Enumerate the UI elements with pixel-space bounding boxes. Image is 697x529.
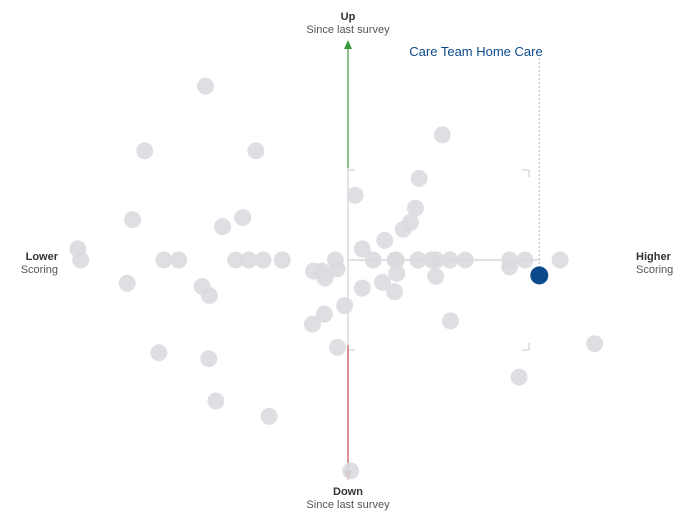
corner-bracket-top-left bbox=[347, 169, 355, 177]
scatter-point[interactable] bbox=[501, 258, 519, 276]
scatter-point[interactable] bbox=[386, 283, 404, 301]
scatter-point[interactable] bbox=[240, 251, 258, 269]
scatter-point[interactable] bbox=[234, 209, 252, 227]
down-sublabel: Since last survey bbox=[306, 499, 390, 511]
scatter-point[interactable] bbox=[72, 251, 90, 269]
scatter-point[interactable] bbox=[586, 335, 604, 353]
scatter-point[interactable] bbox=[364, 251, 382, 269]
scatter-point[interactable] bbox=[328, 260, 346, 278]
scatter-point[interactable] bbox=[227, 251, 245, 269]
scatter-point[interactable] bbox=[336, 297, 354, 315]
scatter-point[interactable] bbox=[410, 169, 428, 187]
down-label: Down bbox=[333, 486, 363, 498]
scatter-point[interactable] bbox=[170, 251, 188, 269]
highlight-point[interactable] bbox=[530, 266, 549, 285]
scatter-point[interactable] bbox=[394, 220, 412, 238]
scatter-point[interactable] bbox=[516, 251, 534, 269]
scatter-point[interactable] bbox=[376, 231, 394, 249]
scatter-point[interactable] bbox=[200, 287, 218, 304]
scatter-point[interactable] bbox=[118, 274, 136, 292]
scatter-point[interactable] bbox=[315, 305, 333, 323]
lower-sublabel: Scoring bbox=[21, 264, 58, 276]
scatter-point[interactable] bbox=[247, 142, 265, 160]
scatter-point[interactable] bbox=[353, 240, 371, 258]
scatter-point[interactable] bbox=[441, 251, 459, 269]
scatter-point[interactable] bbox=[551, 251, 569, 269]
scatter-point[interactable] bbox=[353, 279, 371, 297]
up-sublabel: Since last survey bbox=[306, 24, 390, 36]
higher-sublabel: Scoring bbox=[636, 264, 673, 276]
corner-bracket-bottom-right bbox=[522, 343, 530, 351]
scatter-point[interactable] bbox=[124, 211, 142, 229]
scatter-point[interactable] bbox=[442, 312, 459, 330]
scatter-point[interactable] bbox=[254, 251, 272, 269]
highlight-label: Care Team Home Care bbox=[409, 44, 542, 59]
scatter-point[interactable] bbox=[260, 407, 278, 425]
scatter-point[interactable] bbox=[329, 338, 347, 356]
scatter-point[interactable] bbox=[150, 344, 168, 362]
corner-bracket-top-right bbox=[522, 169, 530, 177]
scatter-points bbox=[69, 77, 604, 480]
corner-bracket-bottom-left bbox=[347, 343, 355, 351]
scatter-point[interactable] bbox=[316, 269, 334, 287]
up-label: Up bbox=[341, 11, 356, 23]
scatter-point[interactable] bbox=[388, 264, 406, 282]
scatter-point[interactable] bbox=[273, 251, 291, 269]
scatter-point[interactable] bbox=[214, 218, 231, 236]
scatter-point[interactable] bbox=[342, 462, 360, 480]
scatter-point[interactable] bbox=[427, 267, 445, 285]
scatter-point[interactable] bbox=[409, 251, 427, 269]
higher-label: Higher bbox=[636, 251, 672, 263]
scatter-point[interactable] bbox=[510, 368, 528, 386]
scatter-point[interactable] bbox=[427, 251, 445, 269]
scatter-point[interactable] bbox=[155, 251, 173, 269]
up-arrow-head bbox=[344, 40, 352, 49]
scatter-point[interactable] bbox=[200, 350, 218, 368]
scatter-point[interactable] bbox=[456, 251, 474, 269]
scatter-point[interactable] bbox=[303, 315, 321, 333]
scatter-point[interactable] bbox=[374, 273, 391, 291]
scatter-point[interactable] bbox=[406, 199, 424, 217]
scatter-point[interactable] bbox=[387, 251, 405, 269]
scatter-point[interactable] bbox=[197, 77, 214, 95]
scatter-point[interactable] bbox=[433, 126, 451, 144]
lower-label: Lower bbox=[26, 251, 59, 263]
scatter-point[interactable] bbox=[136, 142, 154, 160]
scatter-point[interactable] bbox=[346, 186, 364, 204]
scatter-point[interactable] bbox=[207, 392, 225, 410]
